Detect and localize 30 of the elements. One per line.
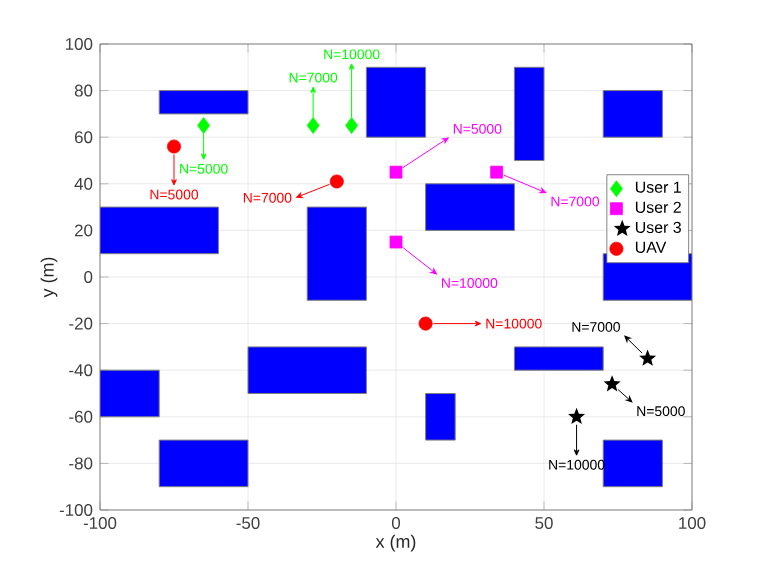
x-tick-label: -100 xyxy=(83,517,117,530)
x-tick-label: -50 xyxy=(236,517,260,530)
point xyxy=(167,139,181,154)
point xyxy=(603,375,621,392)
point xyxy=(639,349,657,366)
y-tick-label: 100 xyxy=(65,38,93,50)
x-tick-label: 50 xyxy=(535,517,553,530)
point xyxy=(306,117,320,134)
point xyxy=(568,407,586,425)
y-tick-label: 20 xyxy=(74,224,93,237)
y-tick-label: -40 xyxy=(69,364,93,377)
point xyxy=(389,165,403,179)
y-tick-label: -60 xyxy=(69,410,93,423)
x-tick-label: 0 xyxy=(391,517,401,530)
point xyxy=(490,165,504,179)
y-axis-title: y (m) xyxy=(40,257,58,298)
y-tick-label: -100 xyxy=(59,504,93,516)
point xyxy=(329,174,344,189)
x-axis-title: x (m) xyxy=(375,534,416,552)
y-tick-label: -20 xyxy=(69,317,93,330)
point xyxy=(345,117,358,134)
y-tick-label: 60 xyxy=(75,131,93,144)
y-tick-label: 80 xyxy=(74,84,93,97)
point xyxy=(389,235,403,249)
point xyxy=(197,117,210,134)
point xyxy=(418,316,433,331)
y-tick-label: 0 xyxy=(84,271,93,283)
y-tick-label: -80 xyxy=(69,457,93,470)
x-tick-label: 100 xyxy=(679,517,706,530)
y-tick-label: 40 xyxy=(74,177,93,190)
